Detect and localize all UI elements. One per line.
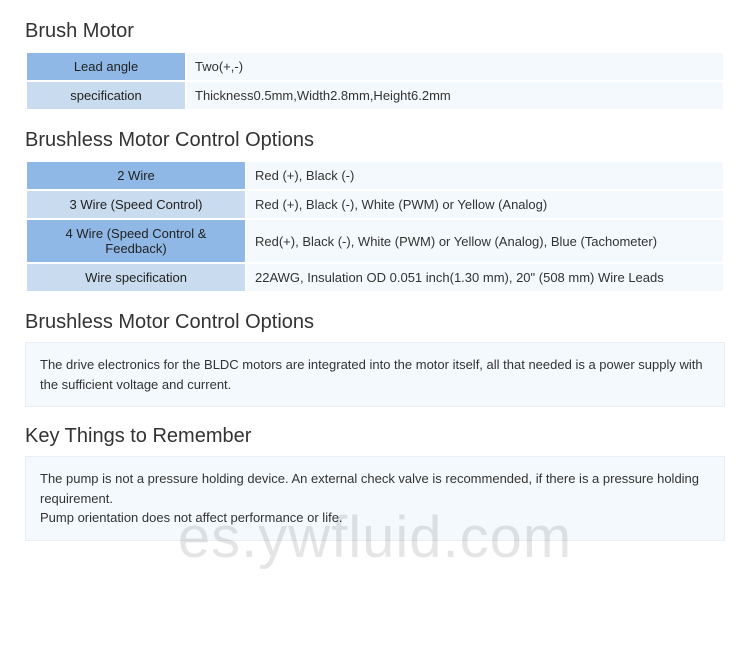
table-row: specification Thickness0.5mm,Width2.8mm,… xyxy=(26,81,724,110)
notebox-line: Pump orientation does not affect perform… xyxy=(40,508,710,528)
row-value: Red (+), Black (-) xyxy=(246,161,724,190)
row-label: 2 Wire xyxy=(26,161,246,190)
table-row: Lead angle Two(+,-) xyxy=(26,52,724,81)
row-value: Two(+,-) xyxy=(186,52,724,81)
section1-table: Lead angle Two(+,-) specification Thickn… xyxy=(25,51,725,111)
table-row: 3 Wire (Speed Control) Red (+), Black (-… xyxy=(26,190,724,219)
page-content: Brush Motor Lead angle Two(+,-) specific… xyxy=(0,0,750,601)
section1-title: Brush Motor xyxy=(25,20,725,43)
row-value: Thickness0.5mm,Width2.8mm,Height6.2mm xyxy=(186,81,724,110)
row-label: 4 Wire (Speed Control & Feedback) xyxy=(26,219,246,263)
row-value: Red (+), Black (-), White (PWM) or Yello… xyxy=(246,190,724,219)
table-row: 4 Wire (Speed Control & Feedback) Red(+)… xyxy=(26,219,724,263)
table-row: Wire specification 22AWG, Insulation OD … xyxy=(26,263,724,292)
notebox-line: The pump is not a pressure holding devic… xyxy=(40,469,710,508)
section3-title: Brushless Motor Control Options xyxy=(25,311,725,334)
row-label: Wire specification xyxy=(26,263,246,292)
section2-title: Brushless Motor Control Options xyxy=(25,129,725,152)
row-label: Lead angle xyxy=(26,52,186,81)
section4-notebox: The pump is not a pressure holding devic… xyxy=(25,456,725,541)
row-label: 3 Wire (Speed Control) xyxy=(26,190,246,219)
section2-table: 2 Wire Red (+), Black (-) 3 Wire (Speed … xyxy=(25,160,725,293)
row-value: 22AWG, Insulation OD 0.051 inch(1.30 mm)… xyxy=(246,263,724,292)
section3-notebox: The drive electronics for the BLDC motor… xyxy=(25,342,725,407)
row-label: specification xyxy=(26,81,186,110)
section4-title: Key Things to Remember xyxy=(25,425,725,448)
row-value: Red(+), Black (-), White (PWM) or Yellow… xyxy=(246,219,724,263)
table-row: 2 Wire Red (+), Black (-) xyxy=(26,161,724,190)
